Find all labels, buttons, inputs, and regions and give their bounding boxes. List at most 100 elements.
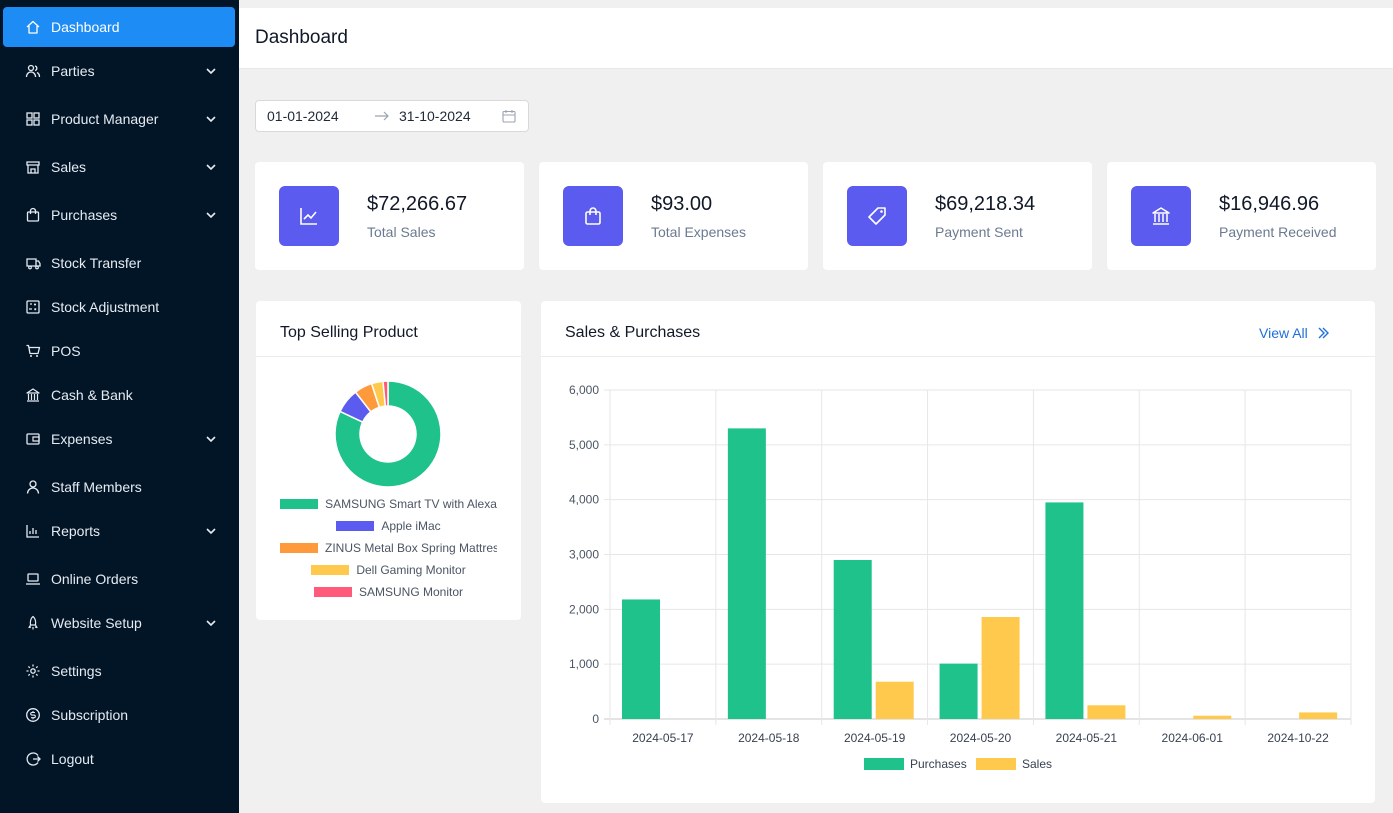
sidebar-item-label: Sales [51,159,87,175]
bar-chart-icon [25,523,41,539]
bank-icon [1131,186,1191,246]
legend-label: Dell Gaming Monitor [356,563,466,577]
sidebar-item-website-setup[interactable]: Website Setup [3,603,235,643]
chevron-down-icon[interactable] [204,208,218,222]
sidebar-item-stock-transfer[interactable]: Stock Transfer [3,243,235,283]
legend-label: SAMSUNG Monitor [358,585,464,599]
sidebar-item-label: Cash & Bank [51,387,133,403]
x-tick-label: 2024-05-19 [844,731,906,745]
legend-swatch [976,758,1016,770]
sidebar-item-dashboard[interactable]: Dashboard [3,7,235,47]
sidebar-item-expenses[interactable]: Expenses [3,419,235,459]
legend-swatch [280,499,319,509]
x-tick-label: 2024-05-20 [950,731,1012,745]
sidebar-item-sales[interactable]: Sales [3,147,235,187]
sidebar-item-pos[interactable]: POS [3,331,235,371]
stat-label: Total Sales [367,224,436,240]
legend-entry[interactable]: Dell Gaming Monitor [256,563,521,577]
chevron-down-icon[interactable] [204,524,218,538]
stat-value: $16,946.96 [1219,193,1320,215]
legend-swatch [864,758,904,770]
wallet-icon [25,431,41,447]
stat-value: $93.00 [651,193,713,215]
user-icon [25,479,41,495]
chevron-down-icon[interactable] [204,160,218,174]
calculator-icon [25,299,41,315]
stat-card-payment-received: $16,946.96 Payment Received [1107,162,1376,270]
x-tick-label: 2024-10-22 [1267,731,1329,745]
legend-entry[interactable]: Purchases [864,757,967,771]
users-icon [25,63,41,79]
x-tick-label: 2024-06-01 [1162,731,1224,745]
bar-purchases[interactable] [833,559,872,719]
dollar-circle-icon [25,707,41,723]
truck-icon [25,255,41,271]
calendar-icon[interactable] [502,109,516,123]
bar-sales[interactable] [981,617,1020,719]
pie-slice[interactable] [382,380,389,407]
sidebar-item-purchases[interactable]: Purchases [3,195,235,235]
divider [541,356,1375,357]
bar-purchases[interactable] [1045,502,1084,719]
view-all-link[interactable]: View All [1259,325,1330,341]
sidebar-item-stock-adjustment[interactable]: Stock Adjustment [3,287,235,327]
sidebar-item-reports[interactable]: Reports [3,511,235,551]
date-end-input[interactable]: 31-10-2024 [399,108,471,124]
stat-value: $72,266.67 [367,193,468,215]
top-strip [239,0,1393,8]
date-range-picker[interactable]: 01-01-2024 31-10-2024 [255,100,529,132]
legend-entry[interactable]: ZINUS Metal Box Spring Mattres [256,541,521,555]
page-header: Dashboard [239,8,1393,69]
donut-chart [334,380,442,488]
bar-sales[interactable] [875,681,914,719]
sidebar-item-label: Online Orders [51,571,139,587]
legend-swatch [336,521,375,531]
legend-label: Apple iMac [381,519,441,533]
legend-label: Sales [1022,757,1052,771]
legend-entry[interactable]: Sales [976,757,1052,771]
bar-purchases[interactable] [939,663,978,719]
stat-label: Payment Sent [935,224,1023,240]
page-title: Dashboard [255,27,348,48]
sidebar-item-label: Expenses [51,431,113,447]
chevron-down-icon[interactable] [204,616,218,630]
chevron-down-icon[interactable] [204,64,218,78]
x-tick-label: 2024-05-21 [1056,731,1118,745]
sidebar-item-subscription[interactable]: Subscription [3,695,235,735]
stat-value: $69,218.34 [935,193,1036,215]
sidebar-item-label: Logout [51,751,94,767]
sidebar-item-settings[interactable]: Settings [3,651,235,691]
legend-entry[interactable]: SAMSUNG Monitor [256,585,521,599]
panel-title: Sales & Purchases [565,324,701,341]
logout-icon [25,751,41,767]
chevron-down-icon[interactable] [204,432,218,446]
y-tick-label: 1,000 [569,657,599,671]
bar-sales[interactable] [1299,712,1338,719]
pie-slice[interactable] [334,380,442,488]
bank-icon [25,387,41,403]
view-all-label: View All [1259,325,1308,341]
legend-entry[interactable]: Apple iMac [256,519,521,533]
sidebar-item-online-orders[interactable]: Online Orders [3,559,235,599]
bar-purchases[interactable] [622,599,660,719]
sidebar-item-cash-bank[interactable]: Cash & Bank [3,375,235,415]
sidebar-item-parties[interactable]: Parties [3,51,235,91]
sidebar-item-label: Staff Members [51,479,142,495]
cart-icon [25,343,41,359]
arrow-right-icon [374,109,390,123]
sidebar-item-product-manager[interactable]: Product Manager [3,99,235,139]
sidebar-item-label: Stock Adjustment [51,299,160,315]
y-tick-label: 4,000 [569,493,599,507]
line-chart-icon [279,186,339,246]
stat-card-payment-sent: $69,218.34 Payment Sent [823,162,1092,270]
legend-entry[interactable]: SAMSUNG Smart TV with Alexa [256,497,521,511]
sidebar-item-logout[interactable]: Logout [3,739,235,779]
bar-sales[interactable] [1087,705,1126,719]
stat-card-total-sales: $72,266.67 Total Sales [255,162,524,270]
date-start-input[interactable]: 01-01-2024 [267,108,339,124]
sidebar-item-staff-members[interactable]: Staff Members [3,467,235,507]
chevron-down-icon[interactable] [204,112,218,126]
y-tick-label: 6,000 [569,383,599,397]
bar-purchases[interactable] [727,428,766,719]
bar-sales[interactable] [1193,715,1232,719]
